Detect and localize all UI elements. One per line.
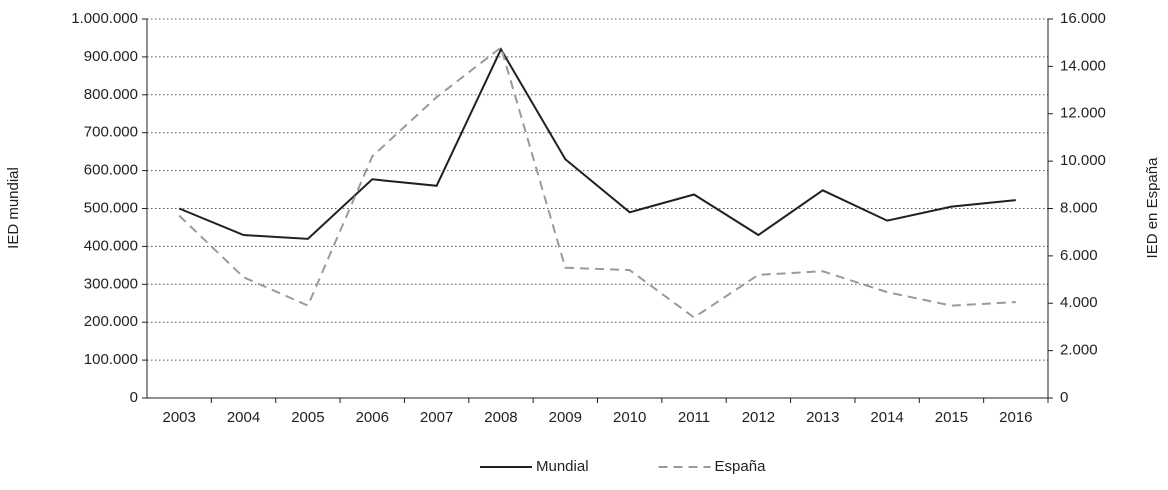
y2-tick-label: 8.000 <box>1060 199 1098 216</box>
legend-label: Mundial <box>536 458 589 475</box>
series-line <box>178 47 1016 240</box>
series-line <box>178 45 1016 319</box>
x-tick-label: 2014 <box>870 409 903 426</box>
y-tick-label: 200.000 <box>84 313 138 330</box>
y2-tick-label: 0 <box>1060 389 1068 406</box>
y-tick-label: 0 <box>130 389 138 406</box>
x-tick-label: 2009 <box>549 409 582 426</box>
x-tick-label: 2004 <box>227 409 260 426</box>
y2-tick-label: 6.000 <box>1060 247 1098 264</box>
y-tick-label: 400.000 <box>84 237 138 254</box>
x-tick-label: 2016 <box>999 409 1032 426</box>
x-tick-label: 2003 <box>162 409 195 426</box>
legend-label: España <box>715 458 767 475</box>
y2-tick-label: 12.000 <box>1060 105 1106 122</box>
y2-tick-label: 14.000 <box>1060 57 1106 74</box>
x-tick-label: 2008 <box>484 409 517 426</box>
x-tick-label: 2012 <box>742 409 775 426</box>
y-tick-label: 1.000.000 <box>71 10 138 27</box>
x-tick-label: 2010 <box>613 409 646 426</box>
x-tick-label: 2005 <box>291 409 324 426</box>
y-axis-title: IED mundial <box>5 167 22 249</box>
y2-tick-label: 4.000 <box>1060 294 1098 311</box>
y-tick-label: 600.000 <box>84 162 138 179</box>
y2-tick-label: 10.000 <box>1060 152 1106 169</box>
y-tick-label: 300.000 <box>84 275 138 292</box>
x-tick-label: 2013 <box>806 409 839 426</box>
y2-tick-label: 16.000 <box>1060 10 1106 27</box>
y-tick-label: 500.000 <box>84 199 138 216</box>
x-tick-label: 2015 <box>935 409 968 426</box>
y-tick-label: 900.000 <box>84 48 138 65</box>
y2-tick-label: 2.000 <box>1060 342 1098 359</box>
y-tick-label: 100.000 <box>84 351 138 368</box>
y-tick-label: 800.000 <box>84 86 138 103</box>
y2-axis-title: IED en España <box>1144 157 1161 259</box>
x-tick-label: 2006 <box>356 409 389 426</box>
x-tick-label: 2011 <box>678 409 710 426</box>
x-tick-label: 2007 <box>420 409 453 426</box>
y-tick-label: 700.000 <box>84 124 138 141</box>
